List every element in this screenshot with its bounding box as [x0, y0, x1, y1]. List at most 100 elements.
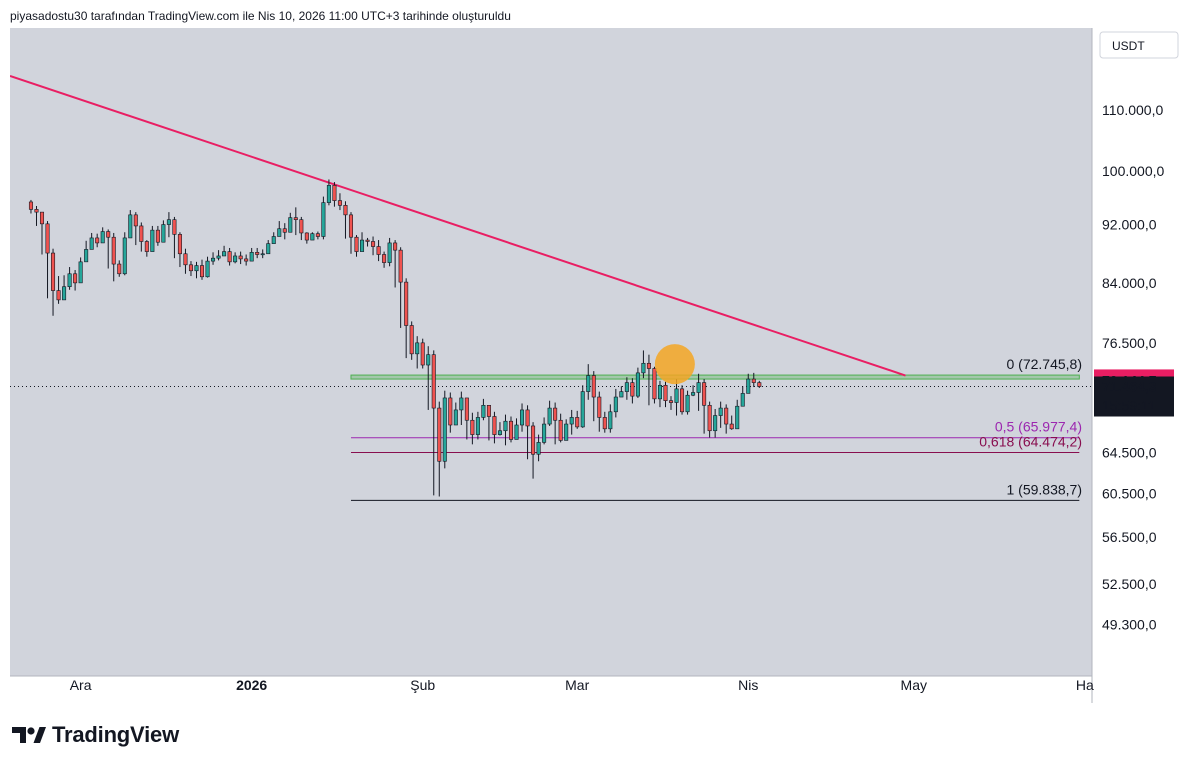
candle [602, 411, 607, 433]
candle [613, 388, 618, 418]
candle-body [602, 417, 607, 430]
candle [133, 212, 138, 246]
candle-body [288, 217, 293, 233]
candle [216, 250, 221, 261]
candle [448, 392, 453, 433]
time-tick-label: May [901, 677, 927, 693]
price-tick-label: 52.500,0 [1102, 576, 1157, 592]
candle [404, 278, 409, 359]
candle [194, 261, 199, 279]
candle-body [100, 231, 105, 244]
currency-selector[interactable]: USDT [1099, 31, 1179, 59]
candle-body [172, 219, 177, 235]
candle [409, 321, 414, 360]
candle [508, 416, 514, 443]
candle-body [326, 185, 331, 203]
candle-body [558, 419, 563, 441]
candle [575, 410, 580, 429]
candle [150, 225, 155, 252]
chart-attribution: piyasadostu30 tarafından TradingView.com… [10, 9, 511, 23]
candle-body [680, 388, 685, 413]
candle-body [78, 261, 83, 284]
candle-body [45, 223, 50, 254]
candle [729, 415, 734, 430]
candle [420, 338, 425, 369]
chart-frame[interactable]: 0 (72.745,8) 0,5 (65.977,4) 0,618 (64.474,… [10, 28, 1190, 703]
candle-body [586, 375, 591, 392]
candle-body [216, 255, 221, 259]
candle-body [691, 392, 696, 396]
candle-body [646, 362, 651, 369]
candle-body [398, 249, 403, 283]
candle [674, 379, 679, 416]
candle [321, 196, 326, 240]
price-tick-label: 84.000,0 [1102, 275, 1157, 291]
candle [51, 248, 56, 316]
candle-body [84, 249, 89, 263]
candle [166, 212, 171, 238]
fib-label-1: 1 (59.838,7) [1007, 481, 1083, 497]
candle [569, 409, 574, 435]
candle-body [757, 382, 762, 387]
candle-body [277, 228, 282, 237]
candle [95, 233, 100, 248]
candle [525, 405, 530, 460]
candle-body [508, 420, 514, 440]
candle-body [464, 397, 469, 421]
candle [56, 276, 61, 304]
candle [161, 220, 166, 243]
candle [713, 409, 718, 438]
candle [437, 401, 442, 497]
candle [205, 256, 210, 278]
tradingview-logo[interactable]: TradingView [12, 722, 179, 748]
candle-body [293, 217, 298, 220]
candle-body [343, 205, 348, 216]
candle [431, 350, 436, 496]
candle [122, 232, 127, 276]
time-axis: Ara 2026 Şub Mar Nis May Ha [70, 677, 1094, 693]
candle [470, 412, 475, 445]
candle-body [613, 396, 618, 413]
candle-body [139, 225, 144, 242]
time-tick-label: Ha [1076, 677, 1094, 693]
time-tick-label: Mar [565, 677, 589, 693]
candle [62, 275, 67, 301]
candle [144, 240, 149, 257]
candle-body [51, 252, 56, 291]
price-tick-label: 100.000,0 [1102, 163, 1164, 179]
currency-label: USDT [1112, 39, 1145, 53]
candle-body [453, 409, 458, 426]
candle [597, 391, 602, 432]
candle [172, 216, 177, 259]
price-chart[interactable]: 0 (72.745,8) 0,5 (65.977,4)0,618 (64.474,… [10, 28, 1190, 703]
price-tick-label: 64.500,0 [1102, 444, 1157, 460]
candle-body [520, 409, 525, 426]
candle [553, 402, 558, 445]
candle [680, 385, 685, 415]
candle-body [282, 228, 287, 233]
candle [28, 199, 33, 214]
candle-body [718, 407, 723, 416]
candle-body [128, 214, 133, 239]
candle-body [437, 407, 442, 462]
candle-body [56, 290, 61, 301]
candle [630, 378, 635, 404]
candle-body [531, 425, 536, 455]
candle-body [564, 423, 569, 441]
candle [393, 240, 398, 288]
candle [111, 232, 116, 282]
candle [39, 211, 45, 255]
fibonacci-layer: 0 (72.745,8) 0,5 (65.977,4)0,618 (64.474,… [350, 356, 1083, 501]
candle [740, 386, 745, 407]
candle [45, 221, 50, 299]
candle [360, 232, 365, 252]
candle-body [183, 253, 188, 266]
plot-area[interactable] [10, 28, 1092, 676]
candle-body [553, 407, 558, 421]
candle [34, 205, 39, 226]
candle-body [624, 382, 629, 392]
candle-body [420, 342, 425, 366]
candle [475, 411, 480, 440]
candle [371, 236, 376, 256]
candle-body [492, 416, 497, 435]
